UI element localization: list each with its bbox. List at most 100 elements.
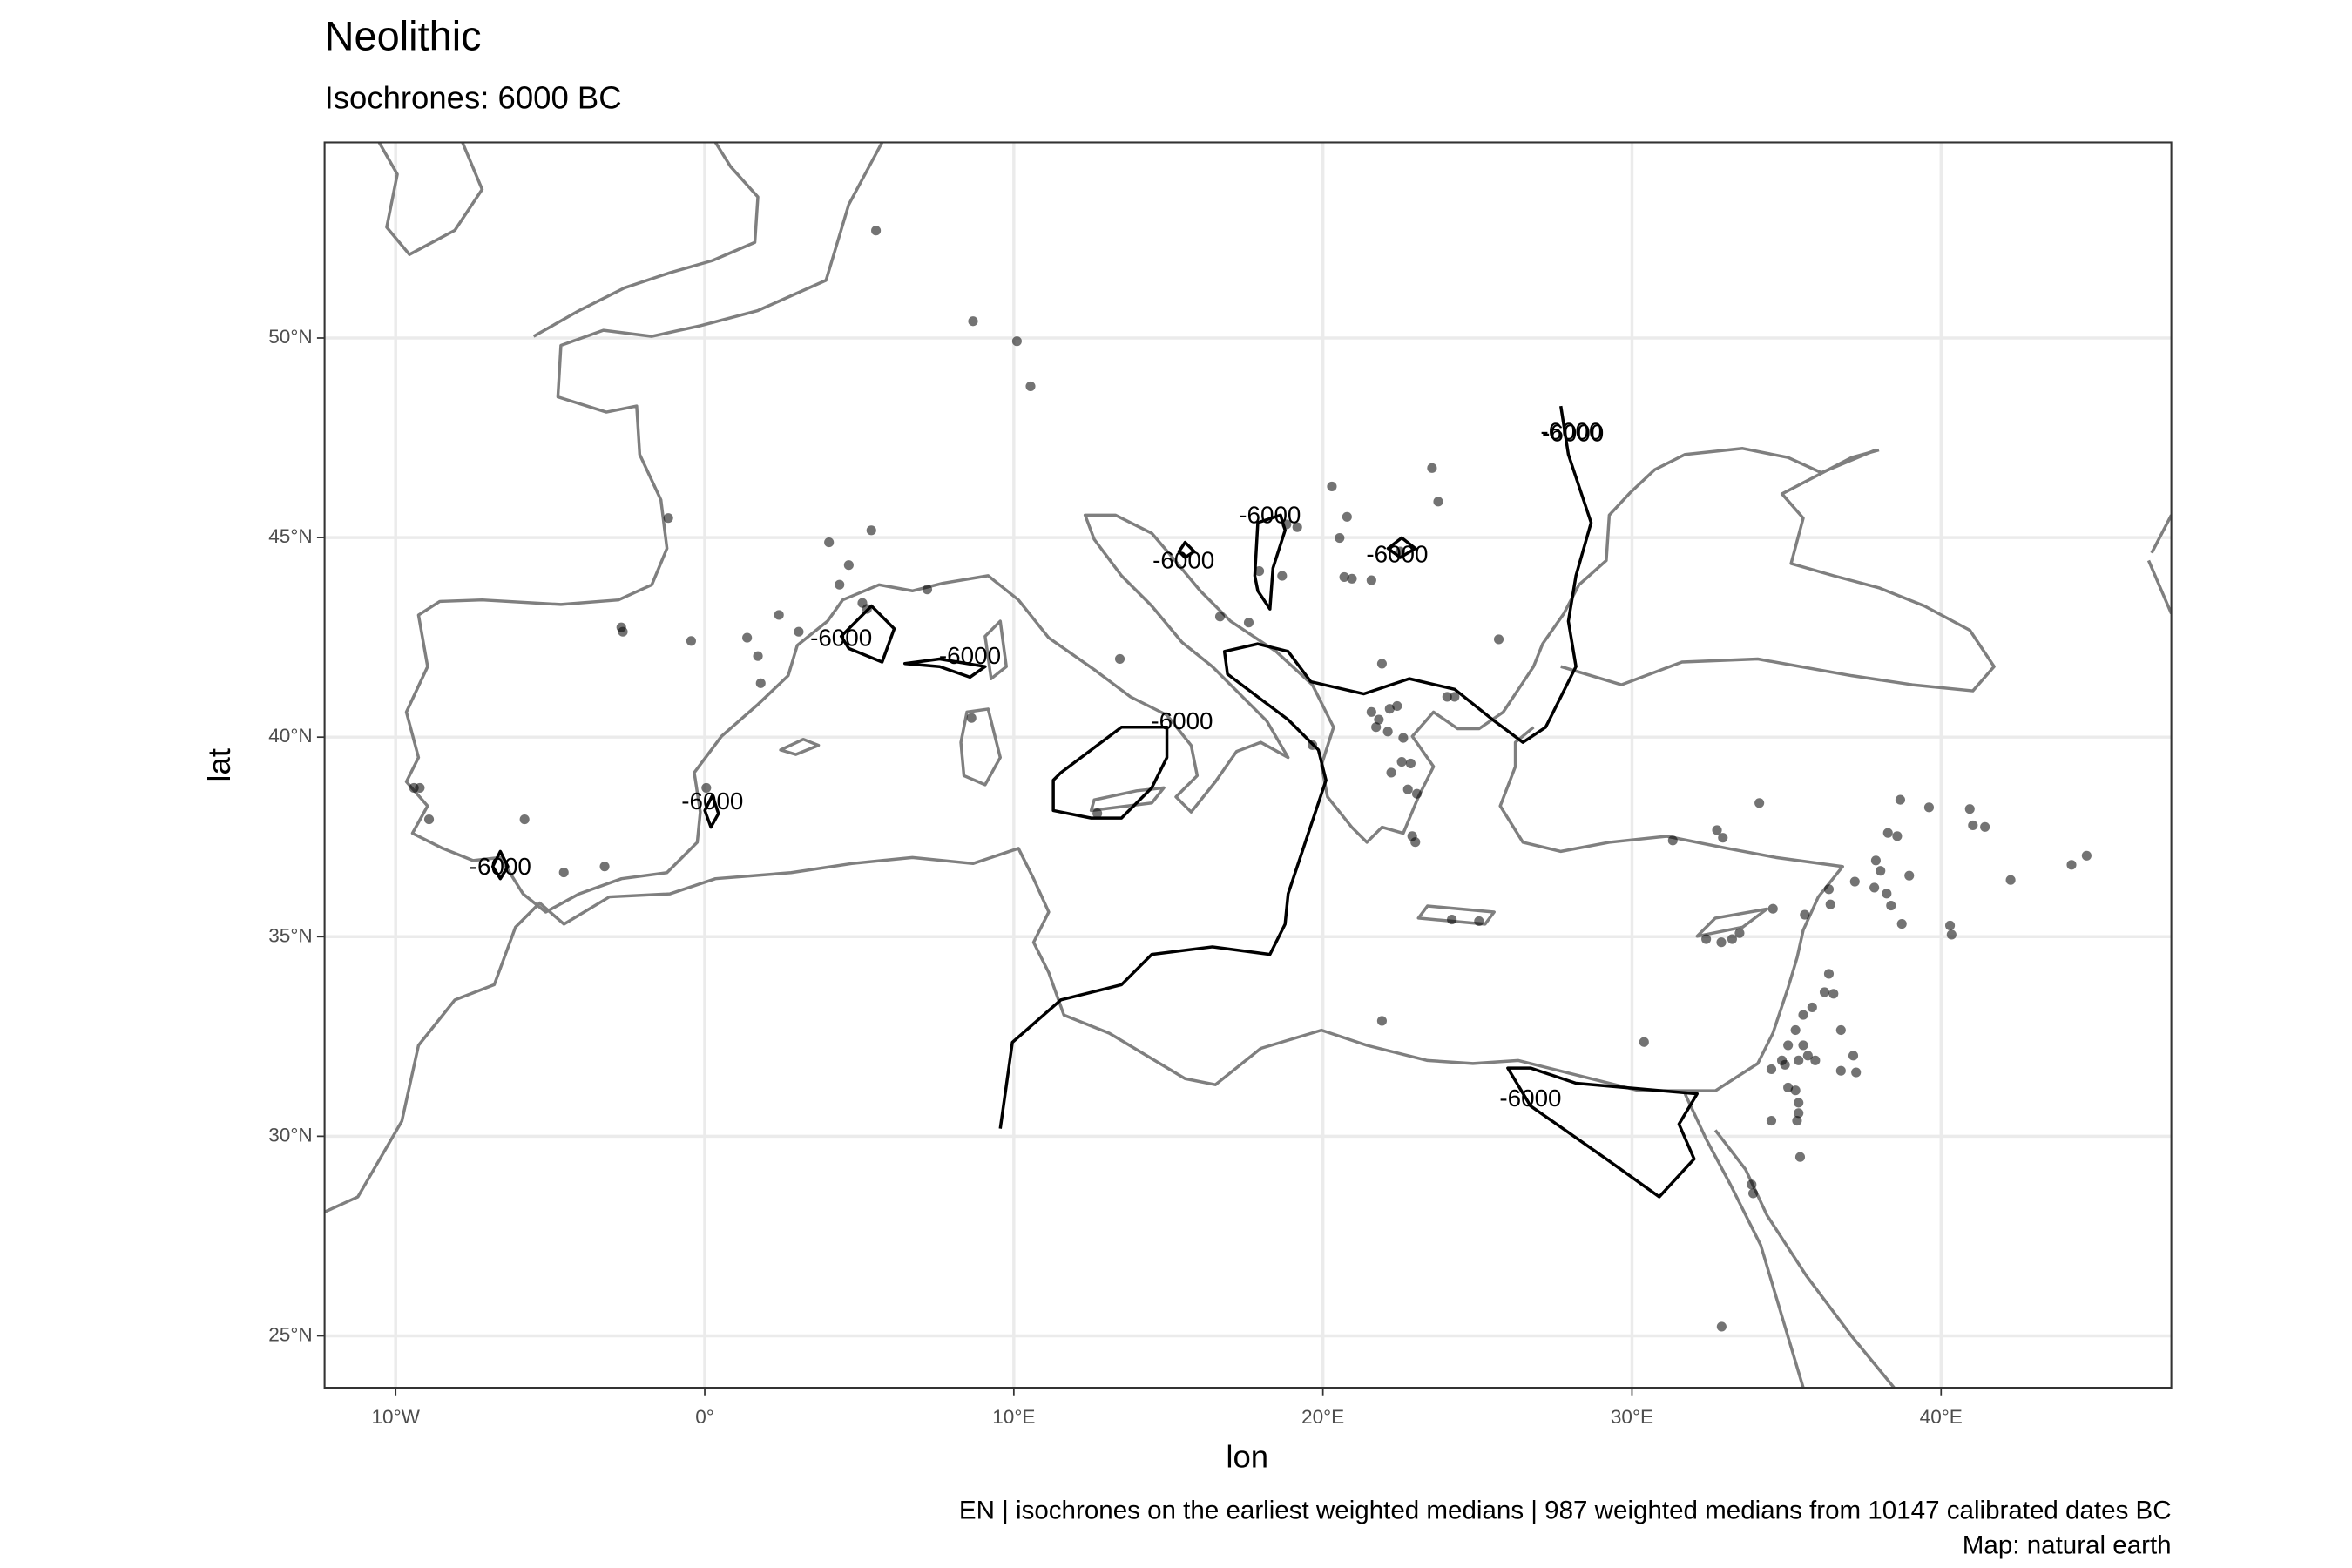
site-point: [1092, 808, 1103, 819]
site-point: [1825, 899, 1835, 909]
site-point: [1382, 727, 1393, 737]
site-point: [1792, 1115, 1802, 1126]
isochrone: [1386, 536, 1417, 559]
site-point: [1734, 928, 1745, 938]
coastline: [404, 142, 1877, 914]
site-point: [1402, 784, 1413, 794]
site-point: [1667, 835, 1678, 846]
site-point: [1870, 855, 1881, 866]
site-point: [1427, 463, 1437, 473]
site-point: [753, 651, 763, 661]
coastline: [1560, 448, 1996, 693]
site-point: [1980, 821, 1990, 832]
isochrone: [1506, 1066, 1699, 1199]
chart-title: Neolithic: [325, 13, 482, 59]
site-point: [1281, 519, 1292, 530]
site-point: [1766, 1064, 1777, 1074]
site-point: [1410, 837, 1421, 848]
coastline: [532, 142, 760, 338]
site-point: [1783, 1040, 1794, 1051]
site-point: [1493, 634, 1504, 645]
site-point: [1374, 714, 1384, 725]
site-point: [1747, 1179, 1757, 1190]
isochrone-label: -6000: [470, 853, 531, 880]
site-point: [1214, 612, 1226, 622]
site-point: [1904, 870, 1915, 881]
site-point: [1823, 884, 1835, 895]
site-point: [1025, 381, 1036, 392]
site-point: [1946, 929, 1957, 940]
site-point: [1395, 546, 1405, 557]
site-point: [423, 814, 435, 825]
site-point: [558, 867, 569, 878]
site-point: [1411, 788, 1423, 799]
site-point: [1384, 704, 1395, 714]
axes: 10°W 0° 10°E 20°E 30°E 40°E 25°N 30°N 35°N 40°N 45…: [268, 326, 1963, 1428]
site-point: [1754, 798, 1765, 808]
site-point: [966, 713, 977, 723]
site-point: [1766, 1115, 1777, 1126]
site-point: [1327, 481, 1337, 492]
site-point: [1639, 1037, 1649, 1047]
site-point: [1254, 566, 1265, 577]
island: [1695, 907, 1768, 938]
isochrone: [1253, 513, 1287, 611]
site-point: [1396, 757, 1407, 767]
isochrone-label: -6000: [1151, 707, 1213, 734]
coastline: [1683, 1092, 1805, 1389]
y-tick-label: 35°N: [268, 924, 312, 946]
coastline: [377, 142, 484, 256]
site-point: [1794, 1108, 1804, 1119]
y-tick-label: 25°N: [268, 1323, 312, 1345]
site-point: [1802, 1051, 1813, 1061]
contour-labels: -6000 -6000 -6000 -6000 -6000 -6000 -6000 -6000…: [470, 418, 1604, 1112]
x-tick-label: 40°E: [1920, 1406, 1963, 1428]
site-point: [1447, 915, 1457, 925]
site-point: [1798, 1010, 1808, 1020]
site-point: [1342, 511, 1352, 522]
site-point: [2081, 850, 2092, 861]
site-point: [862, 604, 872, 614]
coastline: [324, 726, 1844, 1213]
chart-subtitle: Isochrones: 6000 BC: [325, 79, 622, 115]
isochrone: [1177, 540, 1196, 559]
site-point: [1308, 740, 1318, 750]
island: [1416, 904, 1496, 926]
site-point: [686, 636, 696, 646]
site-point: [824, 537, 835, 548]
site-point: [2005, 875, 2016, 885]
site-point: [1794, 1055, 1804, 1065]
site-point: [1718, 833, 1728, 843]
site-point: [1398, 733, 1409, 743]
site-point: [519, 814, 530, 825]
coastline: [2146, 514, 2172, 615]
site-point: [1376, 1016, 1387, 1026]
site-point: [1968, 820, 1978, 831]
y-tick-label: 40°N: [268, 725, 312, 747]
site-point: [835, 579, 845, 590]
site-point: [1747, 1188, 1759, 1199]
coastline: [1713, 1129, 1896, 1389]
y-axis-title: lat: [201, 748, 237, 782]
site-point: [1339, 571, 1349, 583]
site-point: [1727, 934, 1737, 944]
site-point: [663, 513, 673, 524]
site-point: [742, 632, 753, 643]
isochrone-label: -6000: [1239, 501, 1301, 528]
island: [959, 707, 1002, 787]
site-point: [1851, 1067, 1862, 1078]
site-point: [618, 626, 628, 637]
site-point: [1794, 1152, 1806, 1162]
site-point: [1292, 522, 1302, 532]
island: [779, 737, 821, 756]
site-point: [794, 626, 804, 637]
site-point: [1869, 882, 1880, 893]
site-point: [1964, 804, 1975, 814]
isochrone-label: -6000: [681, 787, 743, 814]
site-point: [1896, 919, 1907, 929]
site-point: [1886, 900, 1896, 911]
site-point: [1876, 866, 1886, 876]
map-layer: -6000 -6000 -6000 -6000 -6000 -6000 -6000 -6000…: [324, 142, 2172, 1389]
